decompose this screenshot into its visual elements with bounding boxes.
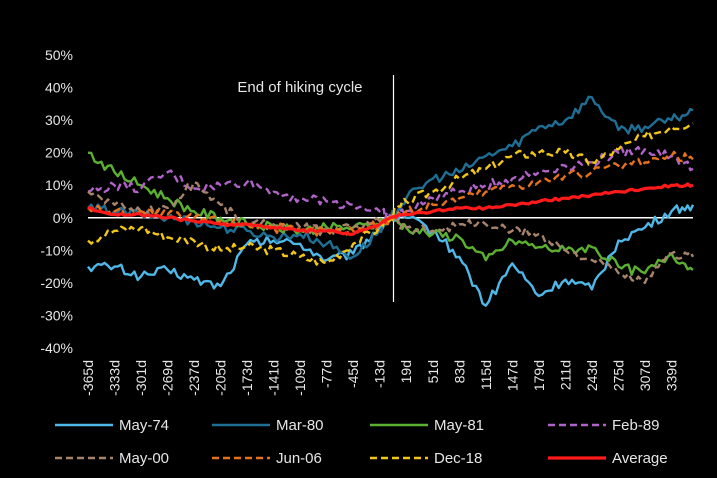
series-line-mar-80	[87, 95, 694, 260]
series-lines	[87, 95, 695, 307]
x-tick-label: -45d	[345, 360, 361, 388]
series-line-average	[87, 182, 694, 236]
x-tick-label: 83d	[451, 360, 467, 383]
y-tick-label: -40%	[40, 340, 73, 356]
x-tick-label: 147d	[504, 360, 520, 391]
x-axis-ticks: -365d -333d -301d -269d -237d -205d -173d -141d…	[80, 360, 679, 396]
legend-label: Average	[612, 450, 668, 467]
y-tick-label: 30%	[45, 112, 73, 128]
x-tick-label: 211d	[557, 360, 573, 390]
y-tick-label: 10%	[45, 177, 73, 193]
y-tick-label: 50%	[45, 47, 73, 63]
legend: May-74 Mar-80 May-81 Feb-89 May-00 Jun-06 Dec-…	[55, 417, 668, 467]
x-tick-label: -269d	[160, 360, 176, 396]
x-tick-label: 115d	[478, 360, 494, 390]
x-tick-label: -333d	[107, 360, 123, 396]
y-tick-label: -10%	[40, 242, 73, 258]
x-tick-label: -365d	[80, 360, 96, 396]
y-tick-label: -20%	[40, 275, 73, 291]
legend-label: Jun-06	[276, 450, 322, 467]
x-tick-label: -77d	[319, 360, 335, 388]
x-tick-label: 275d	[610, 360, 626, 391]
legend-label: May-81	[434, 417, 484, 434]
series-line-may-00	[87, 180, 695, 285]
legend-label: Dec-18	[434, 450, 482, 467]
x-tick-label: -301d	[133, 360, 149, 396]
x-tick-label: 19d	[398, 360, 414, 383]
legend-label: May-74	[119, 417, 169, 434]
x-tick-label: 179d	[531, 360, 547, 391]
y-tick-label: 0%	[53, 210, 73, 226]
x-tick-label: -13d	[372, 360, 388, 388]
legend-label: Mar-80	[276, 417, 324, 434]
x-tick-label: -237d	[186, 360, 202, 396]
end-of-hiking-cycle-annotation: End of hiking cycle	[237, 79, 362, 96]
y-axis-ticks: 50% 40% 30% 20% 10% 0% -10% -20% -30% -40%	[40, 47, 73, 356]
x-tick-label: 243d	[584, 360, 600, 391]
legend-label: May-00	[119, 450, 169, 467]
legend-label: Feb-89	[612, 417, 660, 434]
x-tick-label: -205d	[213, 360, 229, 396]
x-tick-label: -173d	[239, 360, 255, 396]
x-tick-label: -141d	[266, 360, 282, 396]
x-tick-label: 51d	[425, 360, 441, 383]
y-tick-label: 20%	[45, 145, 73, 161]
x-tick-label: 339d	[663, 360, 679, 391]
x-tick-label: -109d	[292, 360, 308, 396]
y-tick-label: -30%	[40, 307, 73, 323]
y-tick-label: 40%	[45, 80, 73, 96]
x-tick-label: 307d	[637, 360, 653, 391]
